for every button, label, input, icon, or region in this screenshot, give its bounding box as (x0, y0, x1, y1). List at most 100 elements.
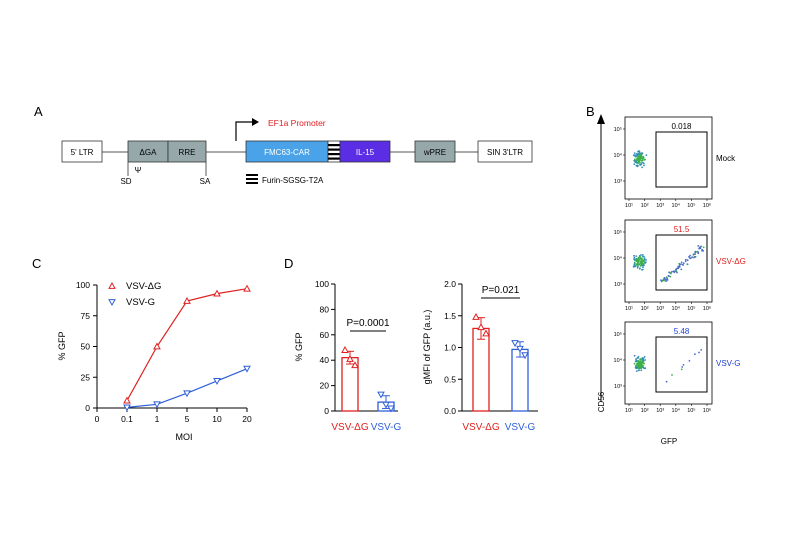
flow-event (641, 159, 644, 162)
bar-y-tick-label: 0.5 (444, 374, 456, 384)
flow-event (636, 357, 639, 359)
bar-category-label: VSV-G (371, 422, 402, 433)
flow-event (637, 360, 640, 362)
flow-event (681, 366, 684, 368)
flow-event (700, 349, 703, 351)
bar-chart-right-ylabel: gMFI of GFP (a.u.) (422, 310, 432, 385)
flow-event (638, 153, 640, 156)
flow-event (635, 367, 638, 370)
panel-label-b: B (586, 104, 595, 119)
flow-y-tick-label: 10⁵ (614, 331, 622, 338)
flow-y-tick-label: 10⁵ (614, 229, 622, 236)
flow-x-tick-label: 10¹ (625, 306, 633, 312)
line-chart-x-tick-label: 1 (155, 414, 160, 424)
flow-event (641, 357, 644, 359)
flow-x-tick-label: 10⁶ (703, 407, 711, 414)
flow-event (641, 268, 644, 271)
flow-event (644, 158, 646, 161)
flow-event (643, 259, 646, 261)
segment-5ltr-label: 5' LTR (71, 148, 94, 157)
flow-event (635, 358, 637, 361)
flow-event (640, 364, 642, 366)
flow-event (633, 354, 636, 357)
bar-y-tick-label: 0 (324, 406, 329, 416)
line-point (213, 378, 221, 385)
segment-il15-label: IL-15 (356, 148, 375, 157)
segment-car-label: FMC63-CAR (264, 148, 310, 157)
flow-x-tick-label: 10⁴ (672, 202, 681, 209)
line-chart-y-tick-label: 25 (81, 372, 91, 382)
panel-d: D % GFP gMFI of GFP (a.u.) 0 20 40 60 80 100 V… (284, 256, 538, 433)
bar-chart-left-ylabel: % GFP (294, 332, 304, 361)
flow-event (665, 380, 668, 383)
flow-event (694, 255, 697, 258)
line-chart-y-tick-label: 100 (76, 280, 90, 290)
bar-y-tick-label: 20 (320, 381, 330, 391)
flow-event (680, 268, 683, 271)
flow-event (641, 261, 644, 263)
data-point (346, 354, 354, 362)
bar-category-label: VSV-ΔG (462, 422, 499, 433)
segment-wpre (414, 140, 456, 163)
segment-il15 (339, 140, 391, 163)
flow-event (635, 263, 638, 265)
panel-a: A 5' LTR ΔGA RRE Ψ SD SA EF1a Promoter F… (34, 104, 533, 186)
flow-event (637, 158, 640, 161)
promoter-arrow (235, 121, 252, 141)
flow-event (641, 365, 644, 367)
flow-event (689, 257, 692, 260)
promoter-arrow-head (252, 118, 259, 126)
flow-event (684, 260, 687, 263)
data-point (387, 405, 395, 413)
flow-event (633, 362, 636, 365)
segment-rre (167, 140, 207, 163)
significance-label: P=0.0001 (346, 318, 390, 329)
bar-y-tick-label: 40 (320, 355, 330, 365)
significance-label: P=0.021 (482, 285, 520, 296)
flow-y-label: CD56 (597, 391, 606, 412)
flow-event (702, 246, 705, 249)
flow-y-tick-label: 10³ (614, 179, 622, 185)
flow-gate (655, 336, 708, 393)
flow-event (642, 162, 645, 165)
bar-y-tick-label: 2.0 (444, 279, 456, 289)
flow-event (686, 259, 689, 262)
segment-dga-label: ΔGA (140, 148, 158, 157)
cd56-axis-arrow-head (597, 114, 605, 124)
psi-label: Ψ (135, 166, 142, 175)
flow-gate-value: 51.5 (674, 225, 690, 234)
panel-label-d: D (284, 256, 293, 271)
data-point (477, 323, 485, 331)
flow-event (638, 160, 640, 163)
panel-label-c: C (32, 256, 41, 271)
line-point (153, 342, 161, 350)
flow-x-tick-label: 10¹ (625, 203, 633, 209)
flow-event (639, 256, 642, 258)
data-point (341, 346, 349, 353)
line-chart-y-tick-label: 50 (81, 342, 91, 352)
flow-event (641, 257, 643, 260)
flow-event (633, 258, 635, 260)
bar-chart-left: 0 20 40 60 80 100 VSV-ΔG VSV-G P=0.0001 (315, 279, 402, 433)
flow-x-tick-label: 10¹ (625, 408, 633, 414)
flow-event (639, 358, 641, 361)
bar-category-label: VSV-ΔG (331, 422, 368, 433)
sd-label: SD (120, 177, 131, 186)
flow-event (682, 262, 685, 264)
flow-event (678, 262, 681, 265)
line-point (123, 396, 131, 404)
legend-label: VSV-ΔG (126, 281, 161, 292)
bar-y-tick-label: 1.5 (444, 311, 456, 321)
flow-event (633, 256, 636, 259)
flow-event (642, 156, 645, 159)
flow-gate-value: 0.018 (671, 122, 692, 131)
flow-event (642, 254, 644, 256)
linker-legend-icon (246, 174, 258, 184)
flow-event (639, 158, 641, 160)
flow-event (634, 161, 637, 164)
flow-x-tick-label: 10⁶ (703, 202, 711, 209)
flow-event (638, 258, 640, 261)
flow-sample-label: VSV-G (716, 359, 740, 368)
line-chart-y-tick-label: 75 (81, 311, 91, 321)
line-chart-xlabel: MOI (176, 432, 193, 442)
